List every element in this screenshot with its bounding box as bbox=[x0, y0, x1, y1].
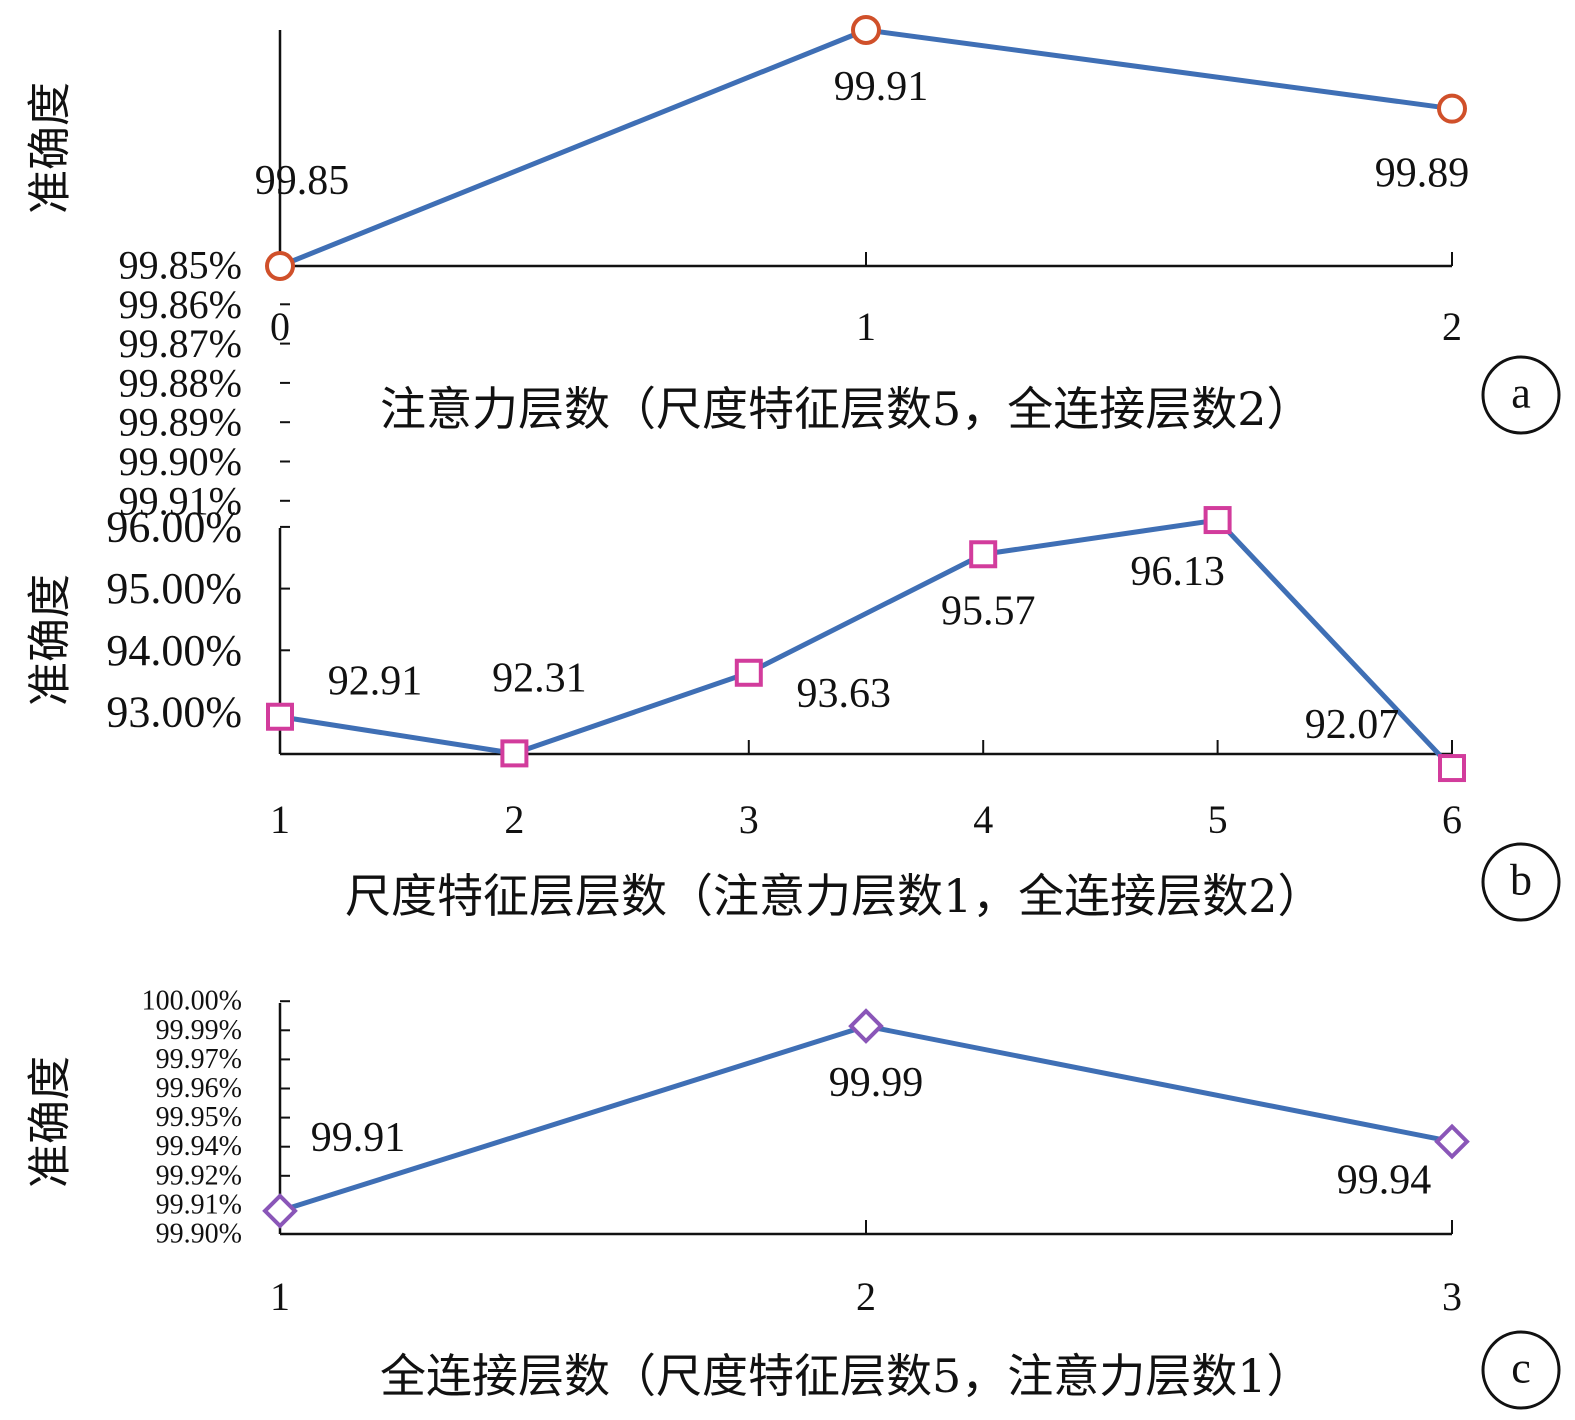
panel-b-xtick-label: 3 bbox=[739, 797, 759, 842]
panel-a-xtick-label: 0 bbox=[270, 304, 290, 349]
panel-b-data-label: 96.13 bbox=[1130, 549, 1225, 595]
panel-a-label-circle bbox=[1481, 355, 1561, 435]
panel-b-ytick-label: 96.00% bbox=[106, 502, 242, 551]
panel-b-point bbox=[500, 739, 529, 768]
panel-a-point bbox=[851, 15, 881, 45]
panel-c-xtick-label: 2 bbox=[856, 1274, 876, 1319]
panel-c-point bbox=[848, 1008, 884, 1044]
panel-b-xlabel: 尺度特征层层数（注意力层数1，全连接层数2） bbox=[345, 869, 1324, 923]
panel-b-point bbox=[1203, 506, 1232, 535]
panel-c-ytick-label: 99.97% bbox=[156, 1044, 242, 1075]
panel-a-ylabel: 准确度 bbox=[25, 82, 76, 214]
panel-b-data-label: 92.91 bbox=[328, 659, 423, 705]
panel-c-series-line bbox=[279, 1023, 1453, 1214]
panel-a-point bbox=[265, 251, 295, 281]
panel-c-data-label: 99.91 bbox=[311, 1115, 406, 1161]
panel-c-ytick-label: 99.99% bbox=[156, 1015, 242, 1046]
panel-b-data-label: 95.57 bbox=[941, 588, 1036, 634]
panel-b-xtick-label: 5 bbox=[1208, 797, 1228, 842]
panel-b-data-label: 92.31 bbox=[492, 655, 587, 701]
panel-a-ytick-label: 99.89% bbox=[119, 400, 242, 445]
panel-a-xlabel: 注意力层数（尺度特征层数5，全连接层数2） bbox=[380, 382, 1313, 436]
panel-b-data-label: 92.07 bbox=[1305, 702, 1400, 748]
panel-b-point bbox=[266, 702, 294, 731]
panel-c-label: c bbox=[1511, 1344, 1531, 1393]
panel-a-ytick-label: 99.91% bbox=[119, 478, 242, 523]
panel-b-data-label: 93.63 bbox=[797, 671, 892, 717]
panel-c-point bbox=[262, 1193, 298, 1229]
panel-a-xtick-label: 2 bbox=[1442, 304, 1462, 349]
panel-b-point bbox=[969, 540, 998, 569]
panel-c-data-label: 99.94 bbox=[1337, 1158, 1432, 1204]
panel-b-label-circle bbox=[1481, 842, 1561, 922]
panel-c-point bbox=[1434, 1123, 1470, 1160]
panel-b-xtick-label: 1 bbox=[270, 797, 290, 842]
panel-b-xtick-label: 4 bbox=[973, 797, 993, 842]
panel-a-ytick-label: 99.86% bbox=[119, 282, 242, 327]
panel-a-ytick-label: 99.90% bbox=[119, 439, 242, 484]
panel-c-ytick-label: 99.91% bbox=[156, 1189, 242, 1220]
panel-b-ytick-label: 94.00% bbox=[106, 626, 242, 675]
panel-a-data-label: 99.85 bbox=[255, 158, 350, 204]
panel-c-label-circle bbox=[1481, 1330, 1561, 1410]
panel-c-xlabel: 全连接层数（尺度特征层数5，注意力层数1） bbox=[380, 1349, 1313, 1403]
panel-b-xtick-label: 6 bbox=[1442, 797, 1462, 842]
panel-b-point bbox=[1438, 754, 1466, 783]
panel-a-data-label: 99.89 bbox=[1375, 151, 1470, 197]
panel-c-ytick-label: 99.95% bbox=[156, 1102, 242, 1133]
panel-b-xtick-label: 2 bbox=[504, 797, 524, 842]
panel-b-label: b bbox=[1510, 856, 1532, 905]
panel-a-label: a bbox=[1511, 369, 1531, 418]
panel-b-series-line bbox=[279, 517, 1454, 770]
panel-a-data-label: 99.91 bbox=[834, 64, 929, 110]
panel-c-data-label: 99.99 bbox=[829, 1060, 924, 1106]
panel-a-ytick-label: 99.88% bbox=[119, 360, 242, 405]
panel-c-xtick-label: 1 bbox=[270, 1274, 290, 1319]
panel-b-point bbox=[734, 658, 763, 687]
panel-b-ylabel: 准确度 bbox=[25, 574, 76, 706]
panel-c-ytick-label: 100.00% bbox=[142, 986, 242, 1017]
panel-c-xtick-label: 3 bbox=[1442, 1274, 1462, 1319]
panel-a-xtick-label: 1 bbox=[856, 304, 876, 349]
panel-a-ytick-label: 99.85% bbox=[119, 243, 242, 288]
panel-c-ytick-label: 99.92% bbox=[156, 1160, 242, 1191]
panel-c-ytick-label: 99.94% bbox=[156, 1131, 242, 1162]
panel-c-ylabel: 准确度 bbox=[25, 1056, 76, 1188]
panel-c-ytick-label: 99.90% bbox=[156, 1219, 242, 1250]
panel-a-ytick-label: 99.87% bbox=[119, 321, 242, 366]
panel-b-ytick-label: 95.00% bbox=[106, 564, 242, 613]
panel-a-point bbox=[1437, 93, 1467, 124]
panel-c-ytick-label: 99.96% bbox=[156, 1073, 242, 1104]
panel-b-ytick-label: 93.00% bbox=[106, 688, 242, 737]
